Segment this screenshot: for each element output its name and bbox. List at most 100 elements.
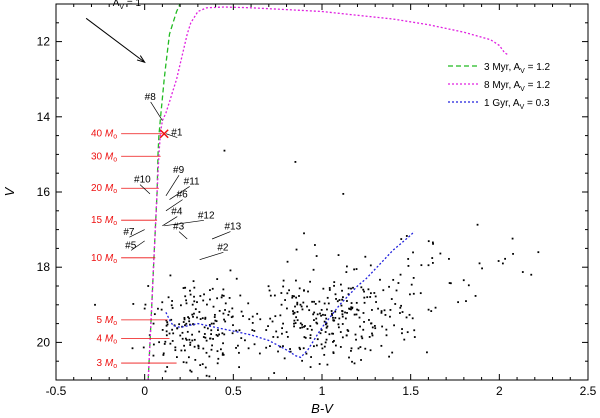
scatter-point [462, 279, 465, 282]
scatter-point [369, 296, 372, 298]
scatter-point [324, 331, 327, 333]
scatter-point [227, 313, 230, 316]
scatter-point [390, 298, 393, 300]
scatter-point [282, 285, 285, 288]
scatter-point [316, 322, 319, 325]
scatter-point [166, 323, 169, 326]
scatter-point [319, 332, 322, 335]
scatter-point [407, 258, 410, 260]
x-tick-label: -0.5 [46, 384, 67, 398]
scatter-point [427, 308, 430, 311]
scatter-point [400, 304, 403, 307]
scatter-point [347, 287, 350, 290]
scatter-point [172, 332, 175, 335]
star-leader [129, 229, 145, 238]
scatter-point [341, 313, 344, 316]
scatter-point [370, 322, 373, 325]
scatter-point [478, 262, 481, 265]
scatter-point [189, 341, 192, 344]
scatter-point [457, 301, 459, 304]
scatter-point [235, 347, 237, 349]
scatter-point [178, 323, 181, 326]
scatter-point [348, 356, 350, 359]
star-leader [169, 186, 190, 200]
scatter-point [267, 325, 269, 328]
scatter-point [205, 339, 208, 342]
x-tick-label: 0.5 [225, 384, 242, 398]
star-label: #2 [217, 242, 229, 253]
scatter-point [311, 300, 314, 303]
scatter-point [299, 348, 302, 351]
scatter-point [216, 278, 219, 280]
scatter-point [281, 332, 283, 335]
scatter-point [326, 363, 329, 366]
star-leader [164, 219, 204, 227]
scatter-point [206, 303, 208, 306]
scatter-point [167, 296, 170, 299]
scatter-point [467, 284, 470, 287]
scatter-point [358, 316, 361, 319]
scatter-point [335, 298, 337, 300]
scatter-point [196, 301, 198, 304]
scatter-point [238, 351, 240, 354]
scatter-point [497, 260, 500, 262]
scatter-point [363, 290, 365, 293]
scatter-point [222, 294, 225, 297]
scatter-point [235, 329, 238, 332]
scatter-point [212, 338, 214, 340]
scatter-point [183, 344, 185, 347]
scatter-point [350, 302, 353, 304]
scatter-point [345, 265, 348, 268]
scatter-point [337, 254, 340, 256]
scatter-point [218, 309, 221, 312]
scatter-point [351, 306, 354, 309]
x-axis-label: B-V [311, 401, 334, 416]
scatter-point [288, 289, 290, 292]
scatter-point [339, 331, 342, 333]
scatter-point [282, 279, 285, 282]
scatter-point [328, 289, 331, 291]
scatter-point [280, 303, 283, 306]
scatter-point [293, 311, 296, 314]
scatter-point [210, 333, 213, 336]
scatter-point [388, 355, 390, 358]
legend: 3 Myr, AV = 1.2 8 Myr, AV = 1.2 1 Gyr, AV … [448, 62, 551, 111]
scatter-point [309, 280, 311, 283]
isochrone-curves [147, 3, 509, 381]
scatter-point [353, 313, 356, 316]
scatter-point [309, 337, 312, 339]
scatter-point [210, 348, 213, 351]
scatter-point [399, 273, 402, 276]
scatter-point [323, 345, 326, 348]
scatter-point [202, 336, 205, 338]
scatter-point [215, 333, 218, 336]
scatter-point [377, 307, 379, 310]
scatter-point [182, 361, 185, 364]
scatter-point [259, 318, 262, 321]
scatter-point [216, 297, 219, 300]
reddening-arrowhead [136, 55, 146, 64]
scatter-point [341, 315, 344, 318]
scatter-point [399, 306, 402, 309]
scatter-point [352, 286, 354, 289]
scatter-point [504, 257, 506, 260]
scatter-point [304, 325, 306, 327]
scatter-point [412, 277, 415, 279]
scatter-point [217, 357, 220, 360]
scatter-point [371, 332, 373, 335]
scatter-point [280, 292, 283, 294]
star-label: #12 [198, 210, 215, 221]
scatter-point [316, 313, 319, 316]
scatter-point [211, 344, 213, 347]
scatter-point [180, 304, 182, 307]
scatter-point [209, 337, 211, 340]
x-tick-label: 2 [496, 384, 503, 398]
scatter-point [162, 352, 165, 355]
mass-label: 20 Mo [91, 183, 117, 195]
star-label: #9 [173, 165, 185, 176]
scatter-point [235, 277, 238, 280]
star-leader [165, 199, 183, 212]
scatter-point [427, 264, 430, 267]
scatter-point [412, 292, 415, 295]
scatter-point [205, 351, 208, 354]
